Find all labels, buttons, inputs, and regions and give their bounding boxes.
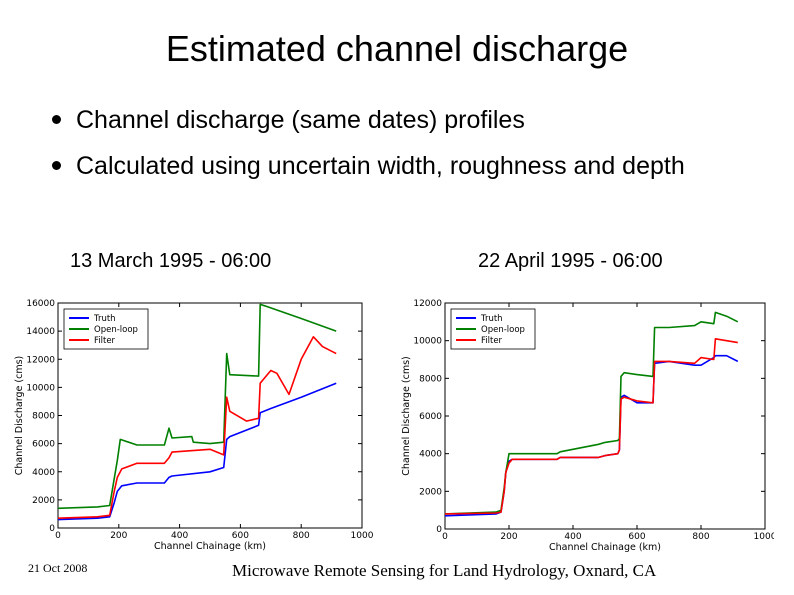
legend-label: Filter <box>481 336 503 346</box>
y-tick-label: 14000 <box>26 327 55 337</box>
chart-title-right: 22 April 1995 - 06:00 <box>478 250 663 272</box>
x-tick-label: 400 <box>564 532 581 542</box>
bullet-dot-icon <box>52 115 61 124</box>
x-tick-label: 600 <box>628 532 645 542</box>
bullet-text: Calculated using uncertain width, roughn… <box>76 152 685 180</box>
series-line-filter <box>57 336 337 519</box>
y-tick-label: 8000 <box>32 412 55 422</box>
y-tick-label: 0 <box>49 524 55 534</box>
x-tick-label: 1000 <box>351 531 374 541</box>
series-line-filter <box>444 338 738 515</box>
y-tick-label: 10000 <box>26 383 55 393</box>
y-axis-label: Channel Discharge (cms) <box>401 356 412 475</box>
legend-label: Filter <box>94 336 116 346</box>
bullet-item: Calculated using uncertain width, roughn… <box>52 148 685 194</box>
y-tick-label: 16000 <box>26 299 55 309</box>
series-line-open-loop <box>57 303 337 510</box>
y-axis-label: Channel Discharge (cms) <box>14 356 25 475</box>
x-tick-label: 1000 <box>754 532 774 542</box>
bullet-text: Channel discharge (same dates) profiles <box>76 106 525 134</box>
footer-event: Microwave Remote Sensing for Land Hydrol… <box>232 561 657 580</box>
x-tick-label: 400 <box>171 531 188 541</box>
y-tick-label: 6000 <box>32 440 55 450</box>
discharge-chart-left: 0 200 400 600 800 100002000400060008000100001… <box>14 299 374 552</box>
x-axis-label: Channel Chainage (km) <box>154 541 266 552</box>
x-tick-label: 800 <box>293 531 310 541</box>
x-tick-label: 0 <box>55 531 61 541</box>
x-tick-label: 200 <box>110 531 127 541</box>
legend-label: Open-loop <box>481 325 525 335</box>
y-tick-label: 12000 <box>413 299 442 309</box>
y-tick-label: 4000 <box>32 468 55 478</box>
y-tick-label: 2000 <box>419 487 442 497</box>
y-tick-label: 12000 <box>26 355 55 365</box>
bullet-item: Channel discharge (same dates) profiles <box>52 102 685 148</box>
x-tick-label: 200 <box>500 532 517 542</box>
series-line-truth <box>57 382 337 521</box>
x-tick-label: 800 <box>692 532 709 542</box>
discharge-chart-right: 0 200 400 600 800 100002000400060008000100001… <box>401 299 774 553</box>
legend-label: Open-loop <box>94 325 138 335</box>
bullet-list: Channel discharge (same dates) profiles … <box>52 102 685 194</box>
y-tick-label: 10000 <box>413 337 442 347</box>
x-tick-label: 0 <box>442 532 448 542</box>
y-tick-label: 2000 <box>32 496 55 506</box>
chart-title-left: 13 March 1995 - 06:00 <box>70 250 272 272</box>
y-tick-label: 8000 <box>419 374 442 384</box>
footer-date: 21 Oct 2008 <box>28 561 88 575</box>
slide-title: Estimated channel discharge <box>165 28 629 69</box>
legend-label: Truth <box>93 314 116 324</box>
y-tick-label: 6000 <box>419 412 442 422</box>
bullet-dot-icon <box>52 161 61 170</box>
x-axis-label: Channel Chainage (km) <box>549 542 661 553</box>
y-tick-label: 4000 <box>419 450 442 460</box>
x-tick-label: 600 <box>232 531 249 541</box>
legend-label: Truth <box>480 314 503 324</box>
y-tick-label: 0 <box>436 525 442 535</box>
